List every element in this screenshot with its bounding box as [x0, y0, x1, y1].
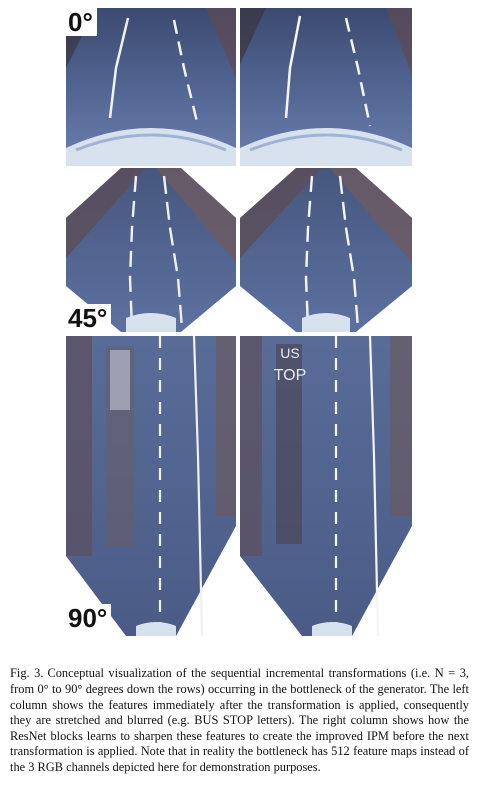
caption-label: Fig. 3. — [10, 666, 44, 681]
bus-stop-blur — [110, 350, 130, 410]
panel-row3-right: US TOP — [240, 336, 412, 636]
road-image-row1-left — [66, 8, 236, 166]
caption-text: Conceptual visualization of the sequenti… — [10, 666, 469, 774]
panel-row2-left — [66, 168, 236, 332]
bus-stop-text-line2: TOP — [274, 367, 307, 384]
panel-row1-right — [240, 8, 412, 166]
figure-caption: Fig. 3. Conceptual visualization of the s… — [10, 666, 469, 775]
road-image-row3-right: US TOP — [240, 336, 412, 636]
road-image-row1-right — [240, 8, 412, 166]
road-image-row3-left — [66, 336, 236, 636]
angle-label-0: 0° — [64, 8, 97, 36]
angle-label-90: 90° — [64, 604, 112, 632]
panel-row3-left — [66, 336, 236, 636]
road-image-row2-right — [240, 168, 412, 332]
road-image-row2-left — [66, 168, 236, 332]
panel-row2-right — [240, 168, 412, 332]
angle-label-45: 45° — [64, 304, 112, 332]
bus-stop-text-line1: US — [280, 345, 299, 361]
panel-row1-left — [66, 8, 236, 166]
figure: 0° 45° — [64, 6, 414, 636]
